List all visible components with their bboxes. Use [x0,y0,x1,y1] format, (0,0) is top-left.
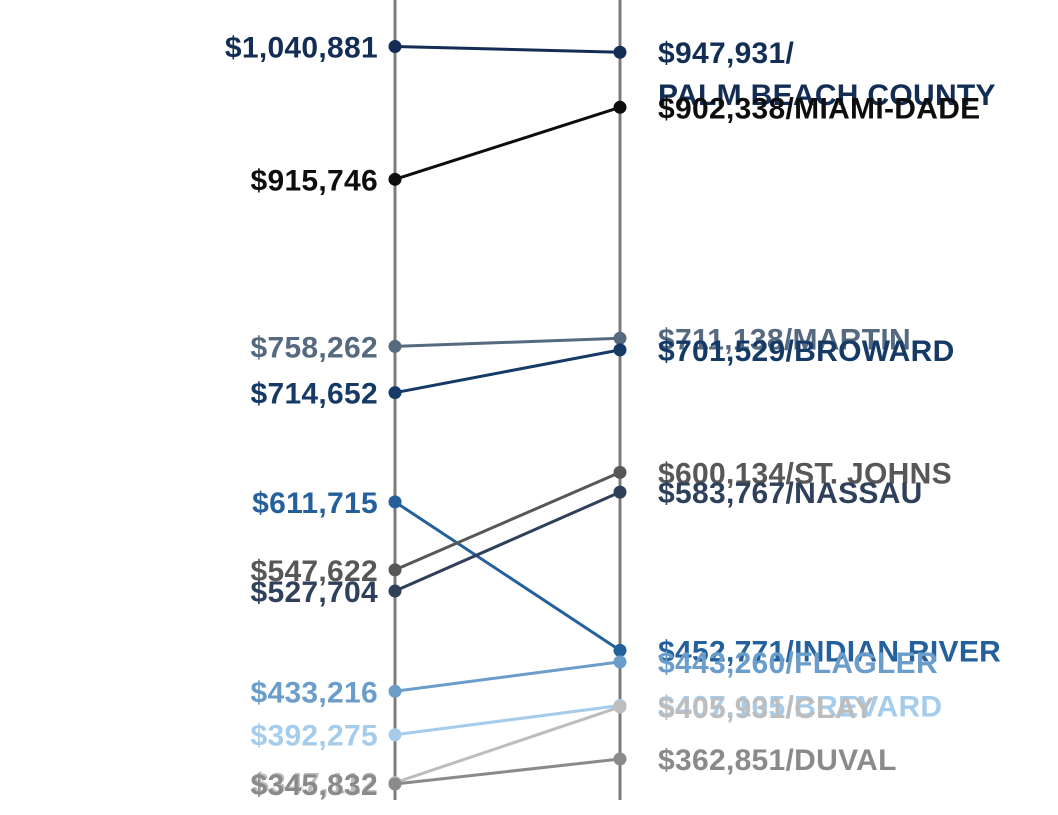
end-label-miami-dade: $902,338/MIAMI-DADE [658,92,980,125]
end-point-flagler [613,655,627,669]
start-point-miami-dade [388,172,402,186]
end-label-martin: $711,138/MARTIN [658,323,911,356]
start-label-martin: $758,262 [250,331,378,364]
end-label-nassau: $583,767/NASSAU [658,477,923,510]
end-point-nassau [613,485,627,499]
start-label-st-johns: $547,622 [250,555,378,588]
start-point-duval [388,777,402,791]
series-nassau: $527,704 $583,767/NASSAU [250,477,922,609]
series-duval: $345,832 $362,851/DUVAL [250,744,896,802]
end-label-clay: $405,931/CLAY [658,692,874,725]
end-label-palm-beach-county: $947,931/ [658,37,795,70]
series-palm-beach-county: $1,040,881 $947,931/PALM BEACH COUNTY [225,32,996,113]
end-label-indian-river: $452,771/INDIAN RIVER [658,635,1001,668]
series-line-nassau [394,490,621,593]
end-point-st-johns [613,465,627,479]
start-point-st-johns [388,563,402,577]
end-label-brevard: $407,105/BREVARD [658,691,942,724]
series-brevard: $392,275 $407,105/BREVARD [250,691,942,753]
series-line-clay [394,705,621,785]
start-label-duval: $345,832 [250,769,378,802]
end-point-indian-river [613,643,627,657]
end-point-miami-dade [613,100,627,114]
start-label-clay: $347,112 [252,768,378,801]
series-line-broward [394,348,621,395]
end-point-palm-beach-county [613,45,627,59]
end-label-broward: $701,529/BROWARD [658,335,955,368]
series-line-indian-river [394,500,621,652]
series-indian-river: $611,715 $452,771/INDIAN RIVER [252,487,1001,668]
series-line-brevard [394,704,621,737]
start-point-brevard [388,728,402,742]
series-line-flagler [394,660,621,693]
end-label-st-johns: $600,134/ST. JOHNS [658,457,952,490]
series-line-st-johns [394,470,621,572]
series-broward: $714,652 $701,529/BROWARD [250,335,954,411]
series-miami-dade: $915,746 $902,338/MIAMI-DADE [250,92,980,197]
end-point-duval [613,752,627,766]
end-point-martin [613,331,627,345]
end-label-line2-palm-beach-county: PALM BEACH COUNTY [658,79,996,112]
start-point-indian-river [388,495,402,509]
end-label-duval: $362,851/DUVAL [658,744,897,777]
series-line-palm-beach-county [394,45,621,54]
end-label-flagler: $443,260/FLAGLER [658,647,938,680]
start-label-nassau: $527,704 [250,576,378,609]
start-point-flagler [388,684,402,698]
start-point-broward [388,386,402,400]
series-line-duval [394,757,621,786]
start-label-broward: $714,652 [250,378,378,411]
end-point-broward [613,343,627,357]
series-line-miami-dade [394,105,621,181]
start-point-palm-beach-county [388,40,402,54]
start-label-flagler: $433,216 [250,676,378,709]
start-label-miami-dade: $915,746 [250,164,378,197]
series-layer: $1,040,881 $947,931/PALM BEACH COUNTY$915… [225,32,1001,802]
start-point-martin [388,339,402,353]
start-point-nassau [388,584,402,598]
end-point-clay [613,700,627,714]
series-martin: $758,262 $711,138/MARTIN [250,323,910,364]
start-label-palm-beach-county: $1,040,881 [225,32,378,65]
series-st-johns: $547,622 $600,134/ST. JOHNS [250,457,951,588]
start-label-indian-river: $611,715 [252,487,378,520]
series-clay: $347,112 $405,931/CLAY [252,692,874,801]
start-label-brevard: $392,275 [250,720,378,753]
series-flagler: $433,216 $443,260/FLAGLER [250,647,937,709]
series-line-martin [394,336,621,348]
